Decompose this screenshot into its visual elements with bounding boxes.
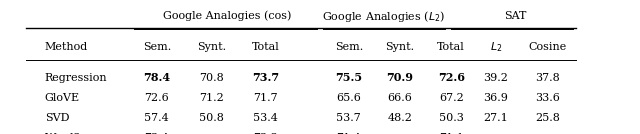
Text: 71.7: 71.7 [253, 93, 278, 103]
Text: 39.2: 39.2 [484, 73, 508, 83]
Text: Google Analogies (cos): Google Analogies (cos) [163, 11, 291, 21]
Text: 50.3: 50.3 [439, 113, 463, 123]
Text: Synt.: Synt. [385, 42, 415, 52]
Text: 71.4: 71.4 [337, 133, 361, 134]
Text: Sem.: Sem. [143, 42, 171, 52]
Text: 72.6: 72.6 [438, 72, 465, 83]
Text: 70.9: 70.9 [387, 72, 413, 83]
Text: 73.3: 73.3 [198, 133, 225, 134]
Text: 36.9: 36.9 [484, 93, 508, 103]
Text: 73.3: 73.3 [253, 133, 278, 134]
Text: Google Analogies ($L_2$): Google Analogies ($L_2$) [323, 9, 445, 24]
Text: 50.8: 50.8 [199, 113, 223, 123]
Text: 70.8: 70.8 [199, 73, 223, 83]
Text: $L_2$: $L_2$ [490, 40, 502, 54]
Text: 71.1: 71.1 [439, 133, 463, 134]
Text: 48.2: 48.2 [388, 113, 412, 123]
Text: 53.4: 53.4 [253, 113, 278, 123]
Text: 65.6: 65.6 [337, 93, 361, 103]
Text: 75.5: 75.5 [335, 72, 362, 83]
Text: 37.8: 37.8 [535, 73, 559, 83]
Text: 53.7: 53.7 [337, 113, 361, 123]
Text: 33.6: 33.6 [535, 93, 559, 103]
Text: Method: Method [45, 42, 88, 52]
Text: 73.4: 73.4 [145, 133, 169, 134]
Text: Regression: Regression [45, 73, 108, 83]
Text: SVD: SVD [45, 113, 69, 123]
Text: Sem.: Sem. [335, 42, 363, 52]
Text: 57.4: 57.4 [145, 113, 169, 123]
Text: 73.7: 73.7 [252, 72, 279, 83]
Text: SAT: SAT [504, 11, 526, 21]
Text: 42.0: 42.0 [534, 133, 561, 134]
Text: Total: Total [437, 42, 465, 52]
Text: Synt.: Synt. [196, 42, 226, 52]
Text: 70.9: 70.9 [387, 133, 413, 134]
Text: Total: Total [252, 42, 280, 52]
Text: 72.6: 72.6 [145, 93, 169, 103]
Text: 78.4: 78.4 [143, 72, 170, 83]
Text: 25.8: 25.8 [535, 113, 559, 123]
Text: 67.2: 67.2 [439, 93, 463, 103]
Text: 27.1: 27.1 [484, 113, 508, 123]
Text: 66.6: 66.6 [388, 93, 412, 103]
Text: GloVE: GloVE [45, 93, 80, 103]
Text: 71.2: 71.2 [199, 93, 223, 103]
Text: Word2vec: Word2vec [45, 133, 100, 134]
Text: Cosine: Cosine [528, 42, 566, 52]
Text: 42.0: 42.0 [483, 133, 509, 134]
